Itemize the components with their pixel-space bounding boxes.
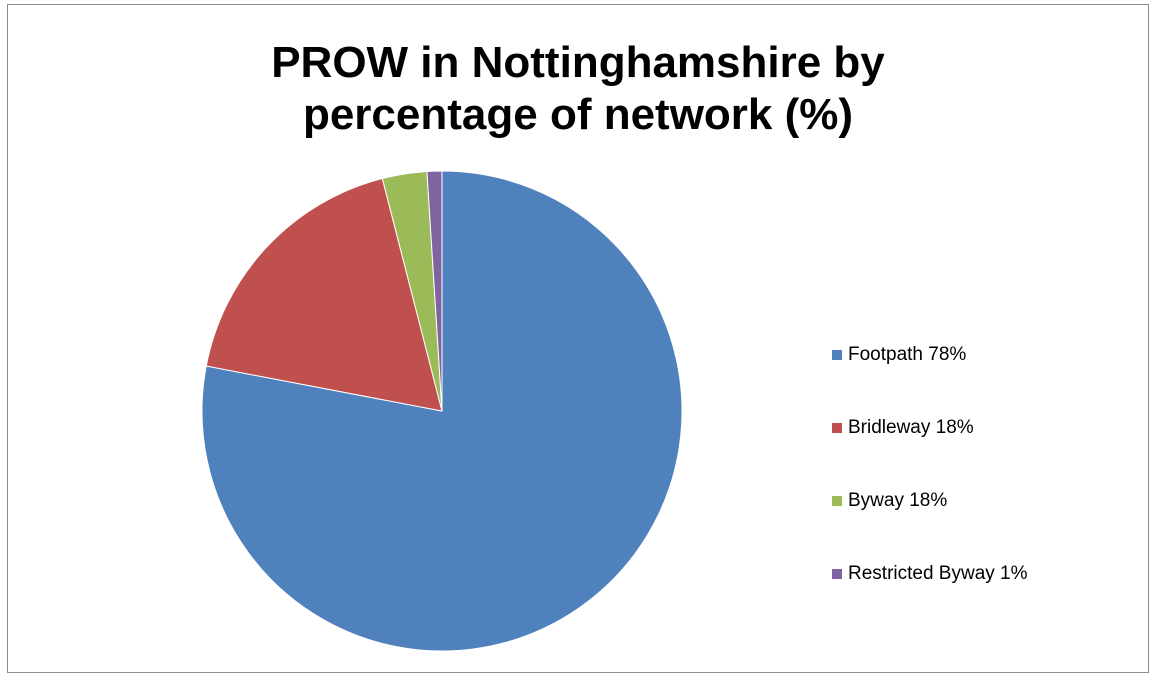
legend-item-footpath: Footpath 78% xyxy=(832,343,966,367)
legend-item-bridleway: Bridleway 18% xyxy=(832,416,974,440)
legend-swatch-footpath xyxy=(832,350,842,360)
legend-label-footpath: Footpath 78% xyxy=(848,344,967,365)
pie-slice-bridleway xyxy=(205,177,443,412)
legend-label-byway: Byway 18% xyxy=(848,490,948,511)
chart-area: PROW in Nottinghamshire by percentage of… xyxy=(7,4,1149,673)
chart-title-line-1: PROW in Nottinghamshire by xyxy=(271,38,885,87)
pie-chart xyxy=(201,170,683,652)
chart-title-line-2: percentage of network (%) xyxy=(302,90,854,139)
legend-swatch-bridleway xyxy=(832,423,842,433)
legend-label-bridleway: Bridleway 18% xyxy=(848,417,974,438)
legend-label-restricted-byway: Restricted Byway 1% xyxy=(848,563,1028,584)
legend-item-byway: Byway 18% xyxy=(832,489,947,513)
legend-swatch-byway xyxy=(832,496,842,506)
legend-item-restricted-byway: Restricted Byway 1% xyxy=(832,562,1028,586)
pie-slice-restricted-byway xyxy=(426,170,443,412)
legend-swatch-restricted-byway xyxy=(832,569,842,579)
